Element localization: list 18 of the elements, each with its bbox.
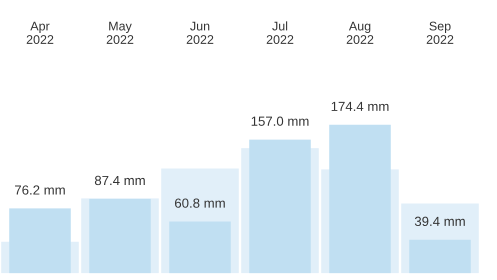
bar xyxy=(9,208,71,274)
data-label: 157.0 mm xyxy=(252,116,308,126)
bar xyxy=(169,222,231,274)
bar xyxy=(409,240,471,274)
x-tick-label: Aug 2022 xyxy=(346,22,374,44)
data-label: 174.4 mm xyxy=(332,102,388,111)
data-label: 76.2 mm xyxy=(15,185,65,195)
data-label: 60.8 mm xyxy=(175,198,225,208)
bar xyxy=(89,198,151,274)
x-tick-label: Sep 2022 xyxy=(426,22,454,44)
bar xyxy=(249,140,311,274)
x-tick-label: Jul 2022 xyxy=(266,21,294,44)
data-label: 39.4 mm xyxy=(414,216,465,226)
bar xyxy=(329,124,391,274)
x-tick-label: Apr 2022 xyxy=(26,22,54,44)
data-label: 87.4 mm xyxy=(94,176,145,186)
x-tick-label: May 2022 xyxy=(106,22,134,44)
x-tick-label: Jun 2022 xyxy=(186,22,214,44)
